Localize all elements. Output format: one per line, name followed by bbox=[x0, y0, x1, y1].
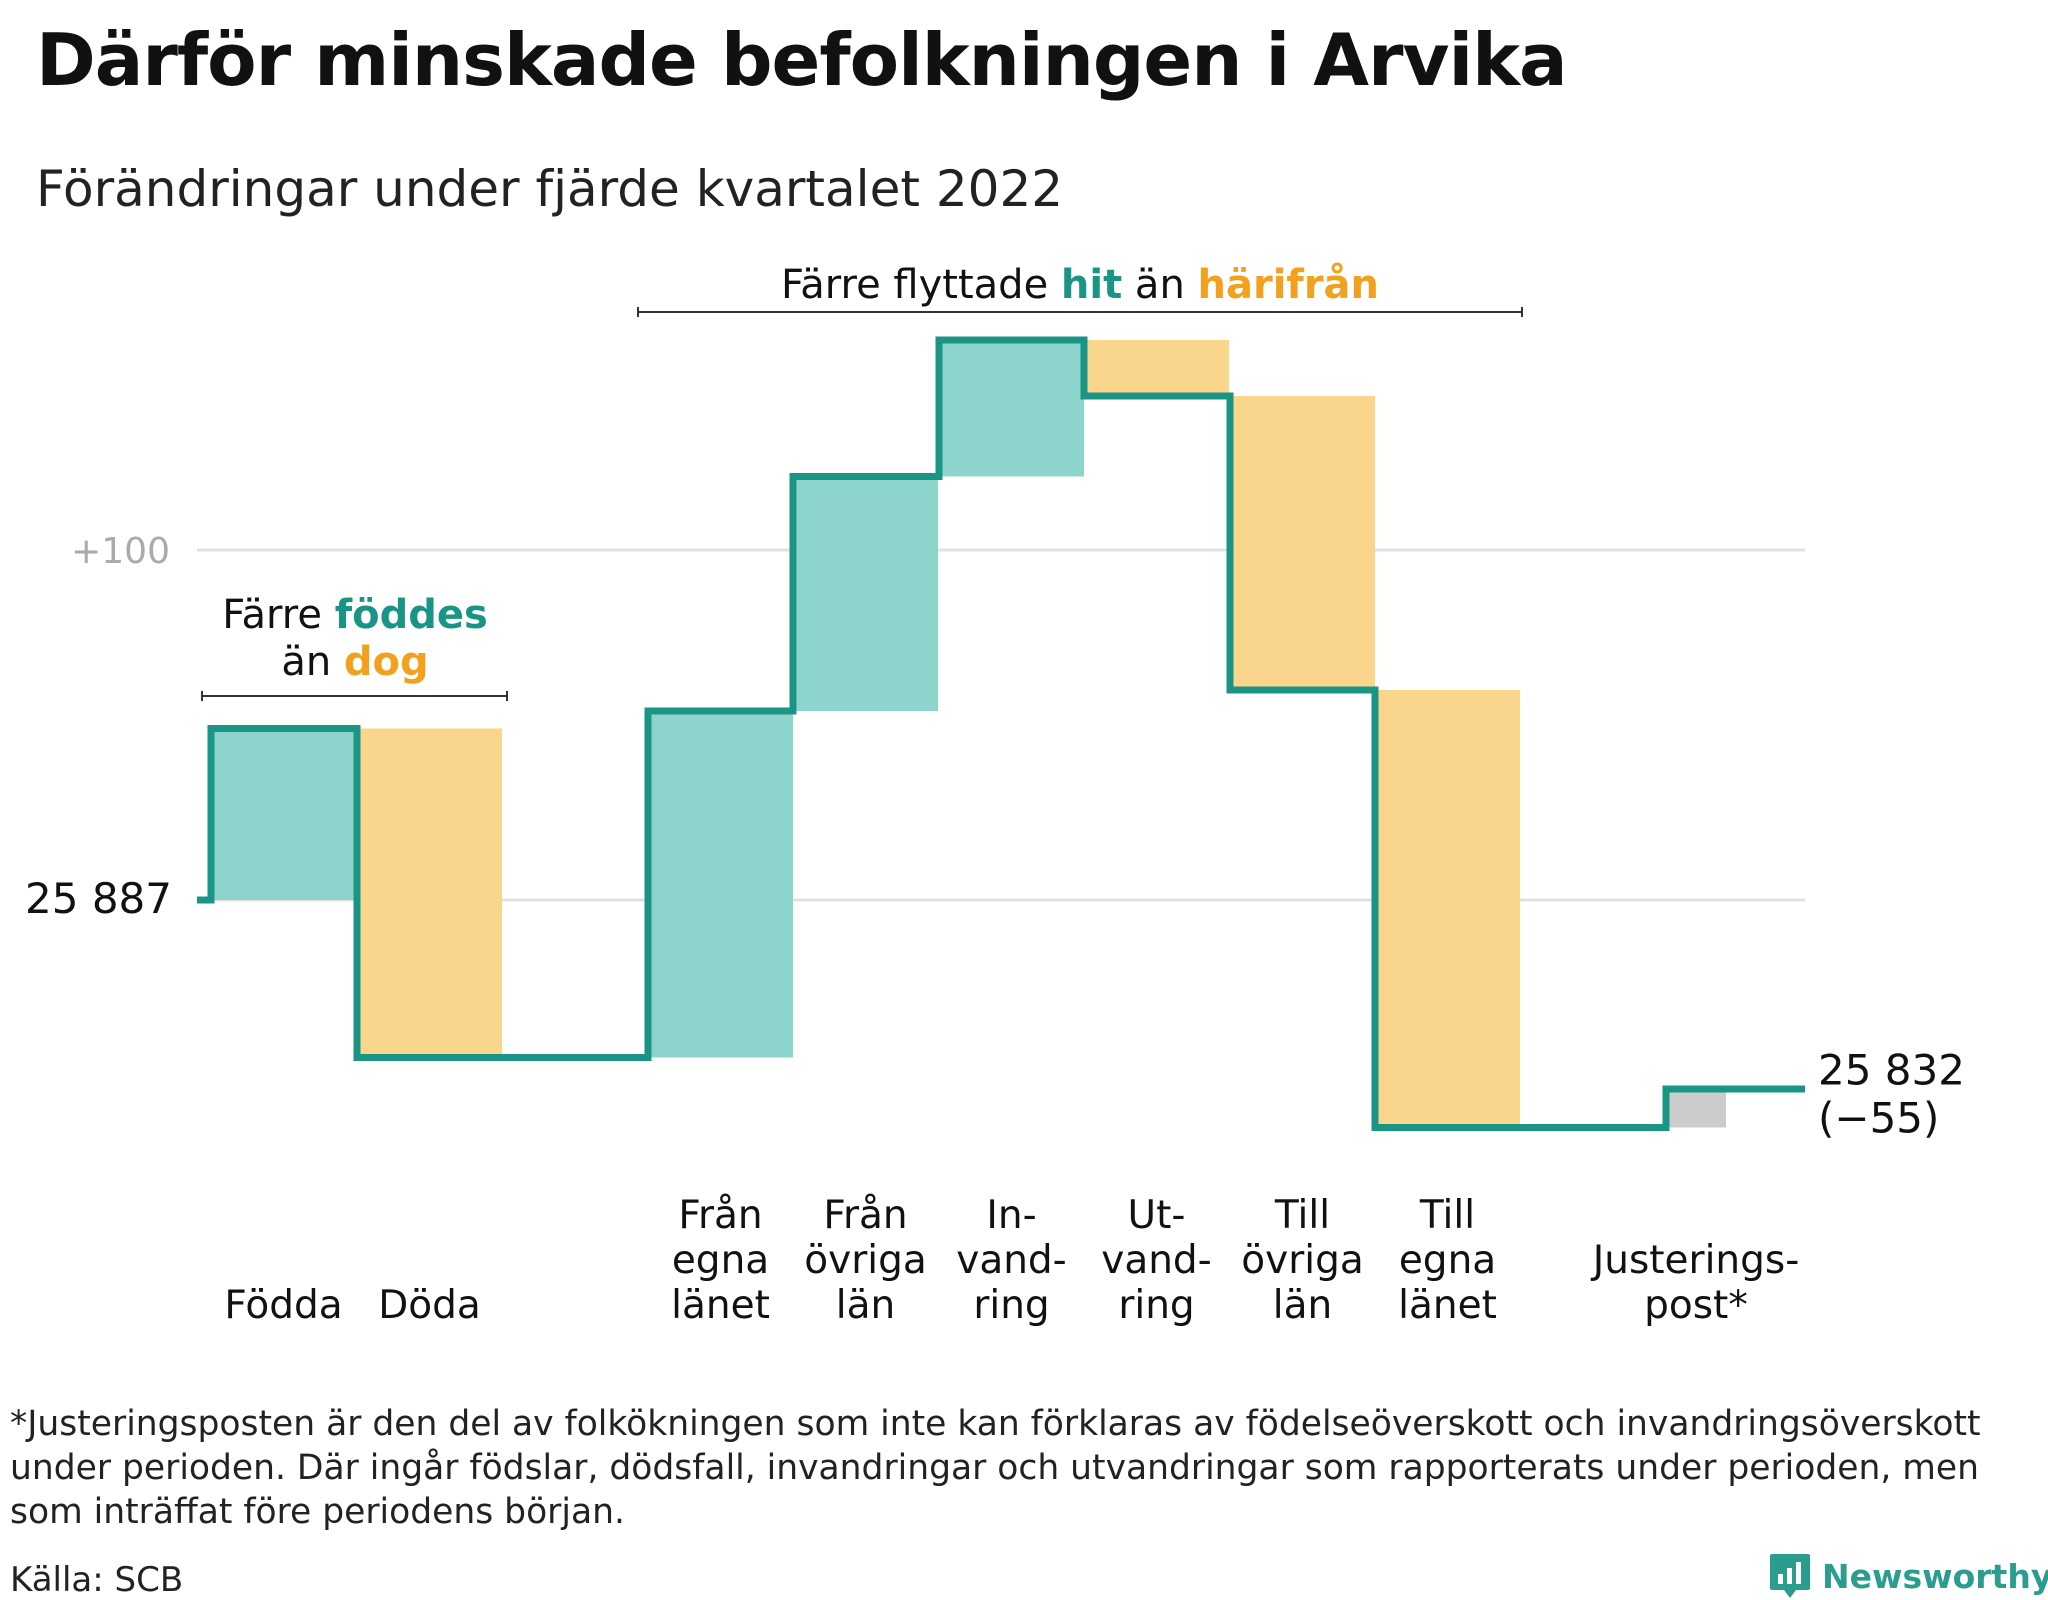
net-change-label: (−55) bbox=[1818, 1094, 1939, 1143]
gridline-label: +100 bbox=[71, 531, 170, 572]
bar-increase bbox=[793, 476, 938, 711]
annotation-births-deaths: än dog bbox=[281, 639, 428, 685]
bar-decrease bbox=[1375, 690, 1520, 1128]
category-label: Från bbox=[678, 1193, 762, 1238]
brand-logo: Newsworthy bbox=[1768, 1552, 2048, 1600]
category-label: In- bbox=[986, 1193, 1036, 1238]
brand-name: Newsworthy bbox=[1822, 1556, 2048, 1596]
running-total-line bbox=[197, 336, 1805, 1131]
category-label: ring bbox=[1118, 1283, 1194, 1328]
bar-increase bbox=[211, 728, 356, 900]
annotation-births-deaths: Färre föddes bbox=[222, 592, 488, 638]
bar-chart-bubble-icon bbox=[1770, 1554, 1810, 1598]
bar-decrease bbox=[1084, 340, 1229, 396]
category-label: länet bbox=[671, 1283, 770, 1328]
category-label: Till bbox=[1274, 1193, 1330, 1238]
bar-increase bbox=[648, 711, 793, 1058]
footnote: *Justeringsposten är den del av folkökni… bbox=[10, 1404, 1981, 1532]
category-label: övriga bbox=[804, 1238, 926, 1283]
category-label: post* bbox=[1644, 1283, 1748, 1328]
chart-subtitle: Förändringar under fjärde kvartalet 2022 bbox=[36, 160, 1064, 218]
end-value-label: 25 832 bbox=[1818, 1046, 1965, 1095]
category-label: Justerings- bbox=[1590, 1238, 1800, 1283]
bar-decrease bbox=[357, 728, 502, 1058]
category-label: egna bbox=[1399, 1238, 1496, 1283]
category-label: län bbox=[1273, 1283, 1332, 1328]
category-label: vand- bbox=[956, 1238, 1067, 1283]
bar-adjustment bbox=[1666, 1089, 1726, 1128]
bar-decrease bbox=[1230, 396, 1375, 690]
category-label: ring bbox=[973, 1283, 1049, 1328]
category-label: Ut- bbox=[1128, 1193, 1186, 1238]
category-label: länet bbox=[1398, 1283, 1497, 1328]
category-label: Döda bbox=[378, 1283, 481, 1328]
chart-title: Därför minskade befolkningen i Arvika bbox=[36, 18, 1568, 102]
start-value-label: 25 887 bbox=[25, 874, 172, 923]
category-label: egna bbox=[672, 1238, 769, 1283]
annotation-migration: Färre flyttade hit än härifrån bbox=[781, 261, 1379, 308]
category-label: Till bbox=[1419, 1193, 1475, 1238]
category-label: Födda bbox=[224, 1283, 342, 1328]
source-label: Källa: SCB bbox=[10, 1560, 184, 1600]
category-label: län bbox=[836, 1283, 895, 1328]
category-label: vand- bbox=[1101, 1238, 1212, 1283]
category-label: övriga bbox=[1241, 1238, 1363, 1283]
category-label: Från bbox=[823, 1193, 907, 1238]
bar-increase bbox=[939, 340, 1084, 477]
